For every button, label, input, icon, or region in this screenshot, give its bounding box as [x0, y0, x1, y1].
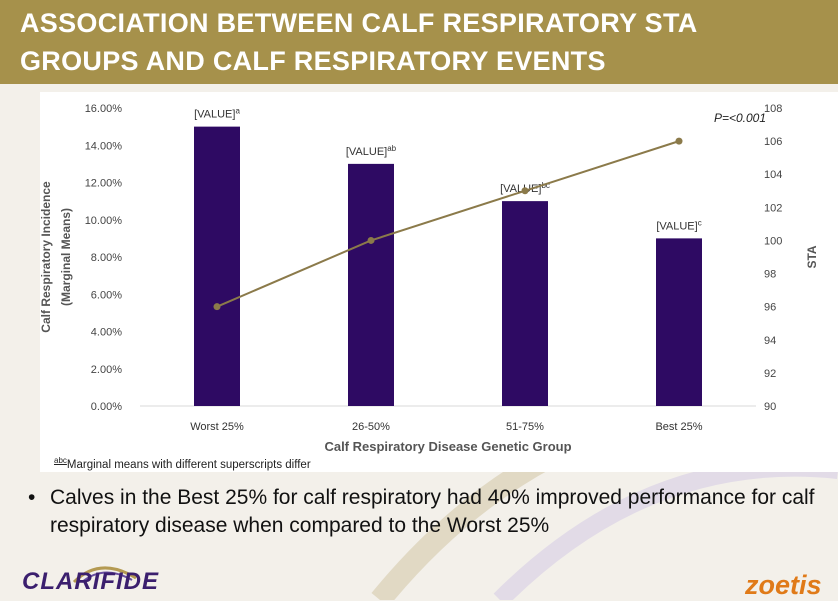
x-tick-label: Best 25%: [655, 421, 702, 433]
y-tick-label: 2.00%: [91, 364, 122, 376]
clarifide-logo-arc-icon: [72, 566, 137, 584]
y-tick-label: 12.00%: [85, 178, 123, 190]
bullet-dot: •: [28, 486, 36, 509]
y-tick-label: 10.00%: [85, 215, 123, 227]
bar-data-label: [VALUE]c: [656, 218, 701, 232]
y-axis-title-line-1: Calf Respiratory Incidence: [40, 181, 53, 333]
title-bar: ASSOCIATION BETWEEN CALF RESPIRATORY STA…: [0, 0, 838, 84]
bar-data-label-superscript: ab: [387, 144, 396, 153]
sta-line-point: [675, 137, 683, 145]
y2-tick-label: 90: [764, 401, 776, 413]
y-tick-label: 0.00%: [91, 401, 122, 413]
chart: 0.00% 2.00% 4.00% 6.00% 8.00% 10.00% 12.00% 14.…: [39, 103, 819, 454]
footnote-text: Marginal means with different superscrip…: [66, 458, 311, 471]
y-tick-label: 4.00%: [91, 327, 122, 339]
y2-tick-label: 108: [764, 103, 782, 115]
bullet-text: Calves in the Best 25% for calf respirat…: [50, 486, 815, 537]
y-tick-label: 6.00%: [91, 289, 122, 301]
p-value-annotation: P=<0.001: [714, 111, 766, 125]
bar-data-label: [VALUE]ab: [346, 144, 397, 158]
y-tick-label: 14.00%: [85, 140, 123, 152]
x-tick-label: Worst 25%: [190, 421, 244, 433]
y2-tick-label: 98: [764, 269, 776, 281]
y-axis-title-line-2: (Marginal Means): [59, 208, 73, 306]
y2-tick-label: 96: [764, 302, 776, 314]
bar-data-label-superscript: c: [698, 218, 702, 227]
bar: [502, 201, 548, 406]
slide-title: ASSOCIATION BETWEEN CALF RESPIRATORY STA…: [20, 8, 697, 76]
chart-panel: 0.00% 2.00% 4.00% 6.00% 8.00% 10.00% 12.00% 14.…: [39, 92, 838, 472]
y2-tick-label: 94: [764, 335, 776, 347]
x-tick-label: 26-50%: [352, 421, 390, 433]
bar-data-label-superscript: a: [235, 107, 240, 116]
y-tick-label: 8.00%: [91, 252, 122, 264]
sta-line-point: [521, 187, 529, 195]
y2-tick-label: 92: [764, 368, 776, 380]
sta-line-point: [213, 303, 221, 311]
clarifide-logo: CLARIFIDE: [22, 568, 159, 595]
footnote-superscript: abc: [54, 456, 67, 465]
x-tick-label: 51-75%: [506, 421, 544, 433]
bar-data-label-superscript: bc: [541, 181, 549, 190]
bar-data-label: [VALUE]a: [194, 107, 240, 121]
bar: [656, 238, 702, 406]
y2-tick-label: 102: [764, 202, 782, 214]
sta-line-point: [367, 236, 375, 244]
x-axis-title: Calf Respiratory Disease Genetic Group: [324, 439, 571, 454]
zoetis-logo: zoetis: [745, 570, 822, 600]
bar: [194, 126, 240, 406]
bar: [348, 163, 394, 406]
y2-axis-title: STA: [805, 245, 819, 268]
footnote: abcMarginal means with different supersc…: [54, 456, 311, 471]
sta-line: [216, 140, 680, 308]
y2-tick-label: 104: [764, 169, 782, 181]
y-tick-label: 16.00%: [85, 103, 123, 115]
y2-tick-label: 100: [764, 235, 782, 247]
y2-tick-label: 106: [764, 136, 782, 148]
